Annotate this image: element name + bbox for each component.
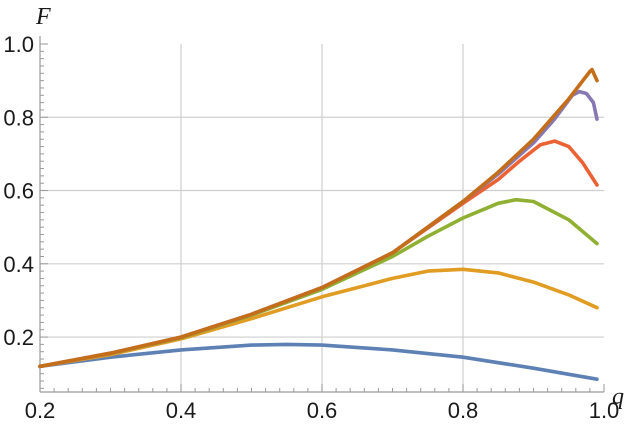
x-tick-label-0: 0.2 (25, 398, 56, 423)
x-tick-label-3: 0.8 (448, 398, 479, 423)
tick-labels: 0.2 0.4 0.6 0.8 1.0 0.2 0.4 0.6 0.8 1.0 (3, 32, 619, 423)
x-tick-label-4: 1.0 (589, 398, 620, 423)
series-line-4 (38, 139, 599, 369)
series-line-6 (38, 67, 599, 369)
y-tick-label-2: 0.6 (3, 179, 34, 204)
x-tick-label-2: 0.6 (307, 398, 338, 423)
x-axis-label: q (612, 384, 624, 410)
x-tick-label-1: 0.4 (166, 398, 197, 423)
y-tick-label-1: 0.4 (3, 252, 34, 277)
y-axis-label: F (35, 4, 51, 30)
series-lines (38, 67, 599, 381)
series-line-1 (38, 342, 599, 381)
axes (39, 36, 605, 393)
y-tick-label-0: 0.2 (3, 325, 34, 350)
grid-lines (40, 44, 604, 392)
y-tick-label-4: 1.0 (3, 32, 34, 57)
series-line-5 (38, 89, 599, 369)
y-tick-label-3: 0.8 (3, 105, 34, 130)
series-line-3 (38, 197, 599, 369)
